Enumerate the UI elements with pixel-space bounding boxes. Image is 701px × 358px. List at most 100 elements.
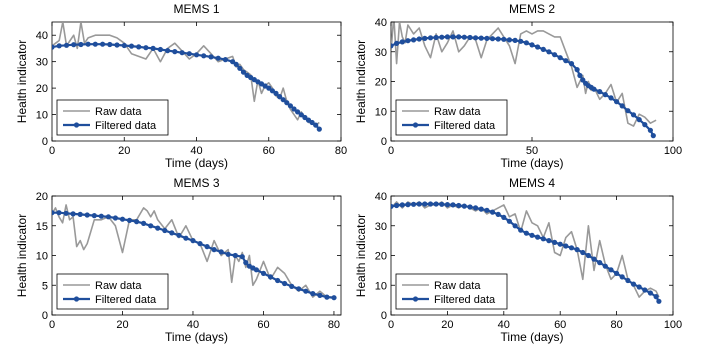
filtered-data-point bbox=[642, 122, 648, 128]
filtered-data-point bbox=[495, 211, 501, 217]
filtered-data-point bbox=[282, 280, 288, 287]
y-tick-label: 20 bbox=[375, 251, 387, 263]
y-tick-label: 0 bbox=[42, 310, 48, 322]
filtered-data-point bbox=[619, 274, 625, 280]
filtered-data-point bbox=[215, 55, 221, 61]
y-tick-label: 10 bbox=[36, 110, 48, 122]
filtered-data-point bbox=[625, 277, 631, 284]
filtered-data-point bbox=[100, 41, 106, 47]
filtered-data-point bbox=[411, 37, 417, 43]
filtered-data-point bbox=[240, 69, 247, 75]
filtered-data-point bbox=[303, 288, 309, 294]
filtered-data-point bbox=[473, 35, 479, 41]
filtered-data-point bbox=[416, 36, 422, 42]
plot-series-group bbox=[391, 201, 662, 304]
filtered-data-point bbox=[291, 106, 297, 112]
filtered-data-point bbox=[602, 263, 608, 269]
filtered-data-point bbox=[450, 34, 456, 40]
legend-filtered-marker bbox=[412, 122, 419, 128]
filtered-data-point bbox=[580, 249, 586, 256]
legend: Raw data Filtered data bbox=[395, 99, 508, 136]
filtered-data-point bbox=[546, 49, 552, 55]
y-axis-label: Health indicator bbox=[15, 214, 29, 297]
x-tick-label: 20 bbox=[118, 145, 130, 157]
filtered-data-point bbox=[478, 35, 484, 41]
filtered-data-point bbox=[128, 43, 135, 49]
filtered-data-point bbox=[253, 267, 259, 273]
filtered-data-point bbox=[233, 61, 239, 67]
filtered-data-point bbox=[298, 112, 304, 118]
chart-title: MEMS 1 bbox=[173, 2, 219, 16]
filtered-data-point bbox=[602, 92, 608, 98]
raw-data-series bbox=[52, 204, 334, 298]
filtered-data-point bbox=[190, 238, 196, 244]
filtered-data-point bbox=[150, 45, 156, 52]
filtered-data-point bbox=[636, 117, 642, 123]
filtered-data-point bbox=[266, 85, 272, 91]
y-tick-label: 20 bbox=[375, 77, 387, 89]
filtered-data-point bbox=[92, 41, 98, 47]
filtered-data-point bbox=[416, 201, 422, 207]
filtered-data-point bbox=[577, 72, 583, 79]
filtered-data-point bbox=[495, 36, 501, 42]
filtered-data-point bbox=[284, 100, 290, 106]
filtered-data-point bbox=[568, 61, 575, 67]
filtered-data-point bbox=[56, 210, 62, 216]
filtered-data-point bbox=[574, 67, 580, 73]
filtered-data-point bbox=[489, 36, 496, 42]
filtered-data-point bbox=[557, 241, 563, 247]
filtered-data-point bbox=[450, 202, 456, 208]
filtered-data-point bbox=[489, 209, 496, 215]
legend-filtered-marker bbox=[412, 296, 419, 302]
x-tick-label: 40 bbox=[190, 145, 202, 157]
filtered-data-point bbox=[148, 223, 154, 229]
legend: Raw data Filtered data bbox=[395, 273, 508, 310]
filtered-data-point bbox=[405, 202, 411, 208]
filtered-data-point bbox=[324, 294, 330, 300]
filtered-data-point bbox=[608, 267, 614, 273]
filtered-data-point bbox=[186, 51, 192, 57]
chart-title: MEMS 2 bbox=[509, 2, 555, 16]
legend-box bbox=[56, 99, 169, 136]
y-tick-label: 40 bbox=[375, 191, 387, 203]
filtered-data-point bbox=[473, 205, 479, 211]
x-tick-label: 40 bbox=[187, 319, 199, 331]
filtered-data-point bbox=[280, 97, 286, 103]
filtered-data-point bbox=[535, 44, 541, 50]
filtered-data-point bbox=[317, 292, 323, 298]
filtered-data-point bbox=[529, 42, 535, 48]
filtered-data-point bbox=[557, 55, 563, 61]
filtered-data-point bbox=[619, 103, 625, 109]
filtered-data-point bbox=[614, 270, 620, 276]
filtered-data-point bbox=[230, 59, 236, 65]
filtered-data-series bbox=[391, 34, 656, 139]
filtered-data-point bbox=[243, 260, 249, 266]
raw-data-line bbox=[52, 204, 334, 298]
filtered-data-point bbox=[636, 284, 642, 290]
filtered-data-point bbox=[563, 243, 569, 249]
filtered-data-point bbox=[269, 88, 275, 94]
filtered-data-point bbox=[218, 249, 224, 255]
filtered-data-point bbox=[467, 34, 473, 41]
filtered-data-point bbox=[394, 202, 400, 209]
filtered-data-point bbox=[427, 201, 434, 207]
filtered-data-point bbox=[574, 247, 580, 253]
filtered-data-point bbox=[422, 201, 428, 207]
filtered-data-point bbox=[656, 298, 662, 304]
x-tick-label: 0 bbox=[388, 145, 394, 157]
filtered-data-point bbox=[591, 256, 597, 262]
chart-panel-1: 0 20 40 60 80 0 10 20 30 40 MEMS 1 Time (days) Healt… bbox=[15, 2, 347, 170]
filtered-data-point bbox=[439, 34, 445, 40]
filtered-data-point bbox=[597, 89, 603, 95]
filtered-data-point bbox=[183, 235, 189, 241]
x-tick-label: 50 bbox=[526, 145, 538, 157]
filtered-data-point bbox=[296, 286, 302, 292]
filtered-data-point bbox=[478, 206, 484, 212]
filtered-data-point bbox=[239, 254, 245, 260]
x-tick-label: 80 bbox=[610, 319, 622, 331]
filtered-data-point bbox=[422, 35, 428, 42]
plot-series-group bbox=[391, 22, 657, 139]
filtered-data-point bbox=[98, 213, 104, 219]
filtered-data-point bbox=[277, 94, 283, 100]
